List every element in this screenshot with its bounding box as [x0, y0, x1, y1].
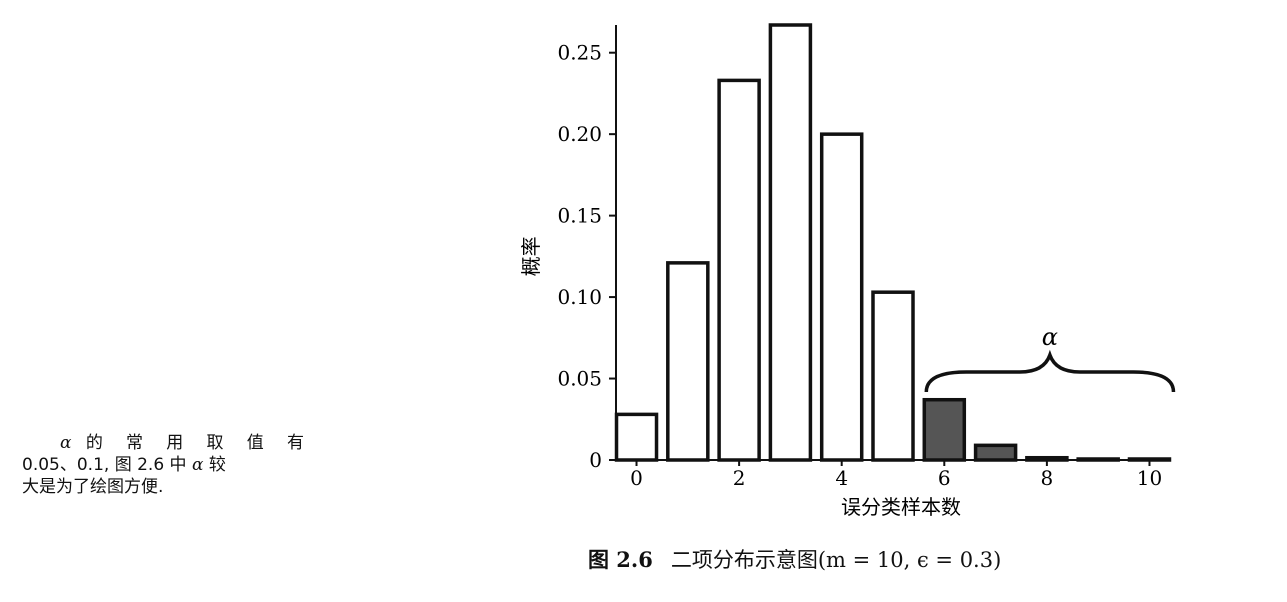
margin-note-line-2: 0.05、0.1, 图 2.6 中 α 较	[22, 455, 226, 475]
y-tick-label: 0.10	[557, 285, 602, 309]
x-tick-label: 8	[1041, 466, 1054, 490]
bar-highlighted	[1076, 457, 1120, 462]
y-tick-label: 0.15	[557, 204, 602, 228]
figure-caption: 图 2.6 二项分布示意图(m = 10, ϵ = 0.3)	[588, 544, 1108, 574]
binomial-chart: 0 0.05 0.10 0.15 0.20 0.25 0 2 4 6 8 10 α 误分类样本数 概…	[519, 23, 1176, 519]
bar-highlighted	[973, 443, 1018, 462]
y-tick-label: 0.25	[557, 41, 602, 65]
y-tick-label: 0	[589, 448, 602, 472]
bar	[717, 78, 761, 462]
x-tick-label: 10	[1137, 466, 1162, 490]
bar-highlighted	[1127, 457, 1172, 462]
margin-note: α 的 常 用 取 值 有 0.05、0.1, 图 2.6 中 α 较 大是为了…	[22, 432, 304, 498]
x-axis-label: 误分类样本数	[841, 495, 961, 519]
bar-highlighted	[922, 397, 967, 462]
caption-label: 图 2.6	[588, 547, 653, 572]
alpha-brace	[924, 349, 1176, 393]
margin-note-line-3: 大是为了绘图方便.	[22, 477, 164, 497]
x-tick-label: 4	[835, 466, 848, 490]
alpha-annotation-label: α	[1042, 323, 1058, 351]
x-tick-label: 0	[630, 466, 643, 490]
bar	[768, 23, 813, 462]
y-tick-label: 0.20	[557, 122, 602, 146]
x-tick-label: 6	[938, 466, 951, 490]
bar-highlighted	[1025, 455, 1069, 462]
bar	[614, 412, 659, 462]
caption-text: 二项分布示意图	[670, 548, 818, 572]
bar	[819, 132, 864, 462]
margin-note-line-1: α 的 常 用 取 值 有	[60, 433, 304, 453]
x-tick-label: 2	[733, 466, 746, 490]
bar	[871, 290, 915, 462]
y-axis-label: 概率	[519, 236, 543, 276]
y-tick-label: 0.05	[557, 367, 602, 391]
bar	[666, 261, 710, 462]
caption-formula: (m = 10, ϵ = 0.3)	[817, 548, 1002, 572]
